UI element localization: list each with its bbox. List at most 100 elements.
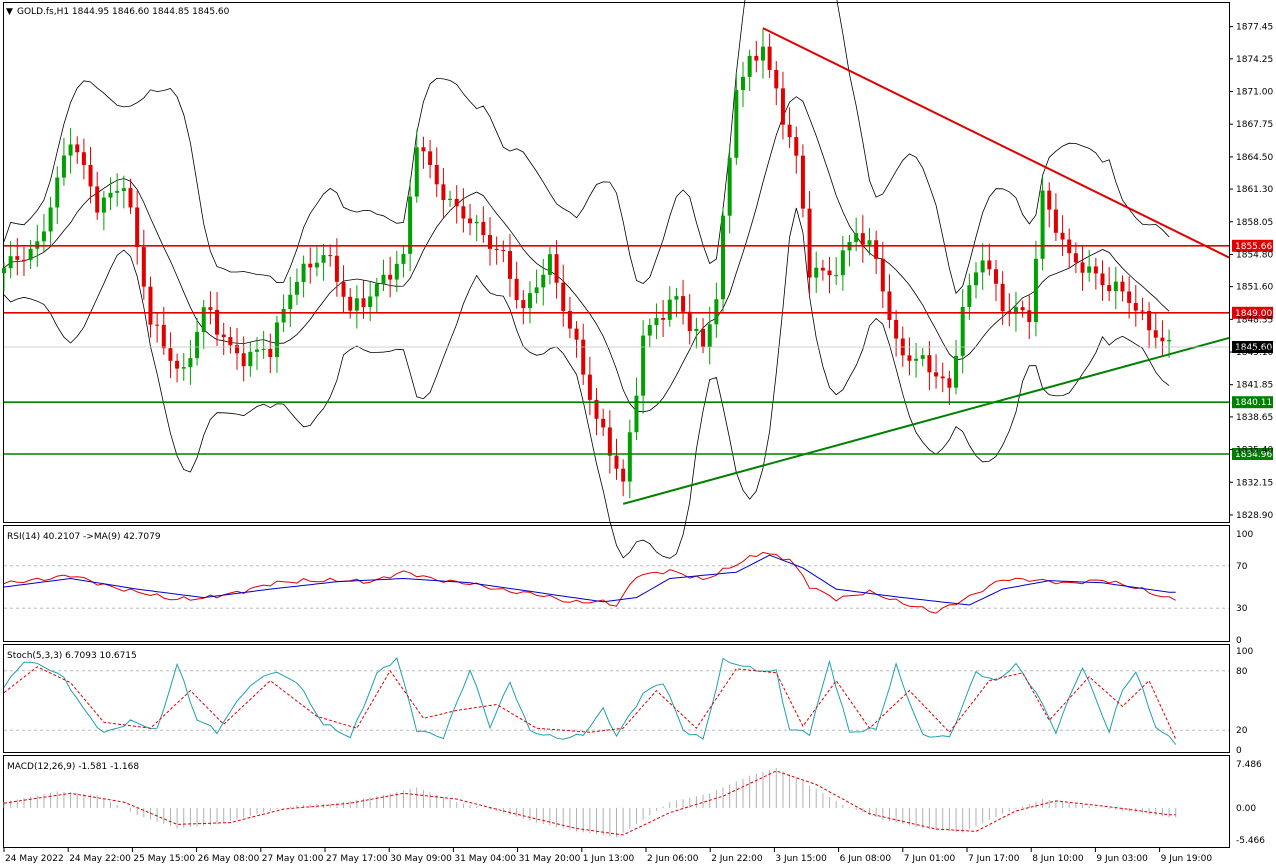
time-tick-label: 7 Jun 17:00 [968,854,1020,864]
candle-body [554,254,559,283]
time-tick-label: 2 Jun 06:00 [647,854,699,864]
candle-body [8,256,13,269]
candle-body [301,263,306,282]
candle-body [701,328,706,348]
candle-body [740,76,745,91]
candle-body [880,258,885,292]
candle-body [421,147,426,152]
candle-body [867,240,872,245]
candle-body [920,355,925,359]
candle-body [947,378,952,388]
candle-body [541,274,546,288]
candle-body [381,274,386,284]
candle-body [1120,281,1125,292]
candle-body [854,233,859,242]
candle-body [481,221,486,236]
candle-body [441,184,446,201]
candle-body [1073,253,1078,263]
candle-body [934,372,939,377]
candle-body [494,248,499,251]
price-tick-label: 1867.75 [1236,120,1273,130]
candle-body [468,218,473,224]
candle-body [1147,311,1152,331]
candle-body [587,374,592,400]
macd-plot [3,768,1177,838]
price-tag-1849.00 [1232,306,1273,319]
candle-body [1080,262,1085,273]
candle-body [607,427,612,456]
candle-body [1053,209,1058,233]
candle-body [448,198,453,201]
candle-body [641,335,646,396]
candle-body [1167,340,1172,342]
time-tick-label: 9 Jun 19:00 [1161,854,1213,864]
candle-body [261,348,266,350]
candle-body [168,348,173,361]
candle-body [1000,283,1005,312]
time-tick-label: 31 May 20:00 [519,854,581,864]
candle-body [927,355,932,373]
time-tick-label: 9 Jun 03:00 [1096,854,1148,864]
indicator-tick-label: 70 [1236,562,1248,572]
candle-body [647,325,652,336]
candle-body [41,231,46,242]
candle-body [341,281,346,297]
candle-body [907,355,912,361]
price-tag-label: 1834.96 [1235,450,1272,460]
candle-body [434,164,439,185]
macd-tick-label: 0.00 [1236,804,1256,814]
macd-tick-label: -5.466 [1236,836,1265,846]
candle-body [1033,258,1038,323]
candle-body [767,46,772,70]
header-arrow-icon[interactable]: ▼ [6,7,13,17]
candle-body [807,208,812,278]
time-tick-label: 8 Jun 10:00 [1032,854,1084,864]
candle-body [754,55,759,61]
candle-body [614,455,619,469]
candle-body [794,137,799,156]
support-trendline [622,336,1230,505]
indicator-tick-label: 30 [1236,604,1248,614]
candle-body [734,90,739,158]
symbol-title: GOLD.fs,H1 1844.95 1846.60 1844.85 1845.… [17,7,230,17]
candle-body [215,309,220,335]
candle-body [228,337,233,346]
candle-body [368,296,373,308]
candle-body [654,318,659,326]
price-tag-1840.11 [1232,396,1273,409]
candle-body [1153,330,1158,338]
candle-body [1127,291,1132,303]
candle-body [760,46,765,61]
indicator-tick-label: 0 [1236,636,1242,646]
candle-body [221,334,226,338]
candle-body [667,299,672,320]
rsi-plot [3,551,1229,614]
candle-body [95,186,100,213]
candle-body [281,308,286,323]
candle-body [601,418,606,428]
candle-body [634,395,639,433]
candle-body [621,468,626,482]
price-tick-label: 1864.50 [1236,153,1273,163]
candle-body [121,188,126,192]
price-tick-label: 1848.35 [1236,315,1273,325]
candle-body [1113,281,1118,292]
series--d [3,666,1177,740]
candle-body [148,286,153,325]
time-tick-label: 25 May 15:00 [133,854,195,864]
candle-body [507,251,512,279]
candle-body [268,348,273,358]
candle-body [15,256,20,260]
price-tick-label: 1845.10 [1236,348,1273,358]
candle-body [914,358,919,361]
stoch-pane-frame [3,644,1230,753]
candle-body [115,191,120,193]
candle-body [81,152,86,165]
candle-body [254,349,259,352]
candle-body [195,332,200,359]
candle-body [488,235,493,249]
macd-pane-frame [3,755,1230,848]
candle-body [980,260,985,273]
candle-body [21,259,26,261]
price-tag-1834.96 [1232,448,1273,461]
